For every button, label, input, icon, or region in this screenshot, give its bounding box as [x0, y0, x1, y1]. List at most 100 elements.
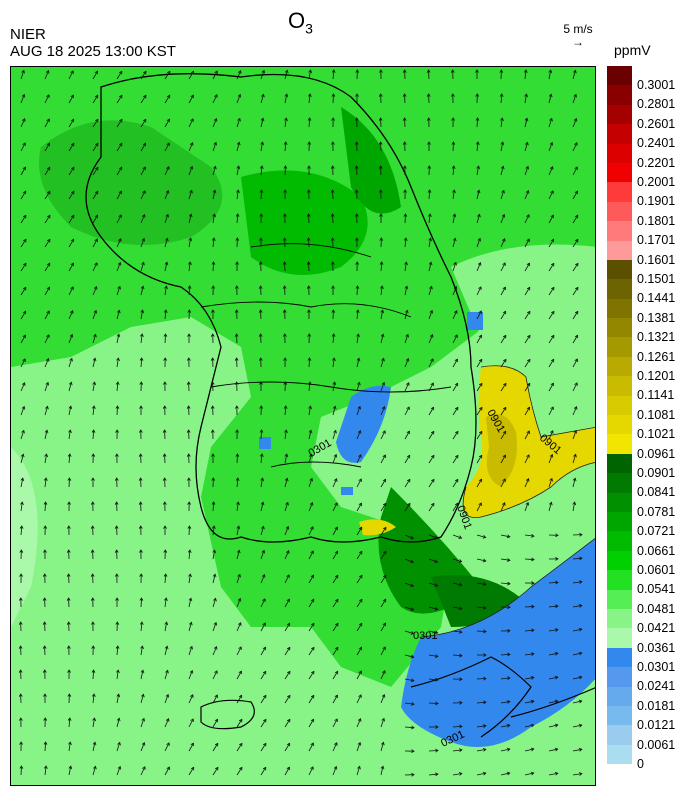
- wind-arrow-head: [115, 453, 119, 457]
- wind-arrow-head: [331, 309, 336, 313]
- wind-arrow: [68, 143, 75, 152]
- wind-arrow: [92, 71, 98, 80]
- wind-arrow-head: [306, 285, 311, 289]
- wind-arrow-head: [92, 357, 97, 362]
- wind-arrow-head: [573, 429, 578, 434]
- wind-arrow: [188, 646, 193, 656]
- wind-arrow: [476, 286, 482, 296]
- wind-arrow: [116, 382, 119, 392]
- wind-arrow-head: [20, 453, 25, 458]
- wind-arrow: [20, 454, 24, 464]
- wind-arrow: [284, 671, 291, 680]
- wind-arrow-head: [358, 526, 363, 531]
- wind-arrow-head: [210, 357, 215, 361]
- wind-arrow: [380, 718, 385, 728]
- wind-arrow-head: [435, 725, 439, 729]
- wind-arrow-head: [527, 334, 531, 339]
- wind-arrow-head: [91, 405, 96, 409]
- wind-arrow-head: [45, 70, 50, 74]
- wind-arrow: [548, 70, 552, 80]
- wind-arrow: [188, 622, 192, 632]
- wind-arrow: [548, 94, 552, 104]
- wind-arrow-head: [549, 141, 554, 146]
- wind-arrow-head: [142, 142, 147, 147]
- colorbar-label: 0.3001: [637, 78, 676, 92]
- wind-arrow-head: [138, 453, 143, 457]
- wind-arrow: [212, 719, 218, 728]
- ozone-map[interactable]: 0901 0301 0901 0901 0301 0301: [10, 66, 596, 786]
- wind-arrow-head: [142, 190, 146, 194]
- wind-arrow: [284, 623, 290, 632]
- wind-arrow: [428, 358, 434, 368]
- wind-arrow-head: [18, 645, 23, 649]
- wind-arrow-head: [259, 189, 264, 193]
- wind-arrow: [44, 94, 50, 104]
- colorbar-swatch: [607, 124, 632, 144]
- wind-arrow-head: [139, 381, 144, 385]
- wind-arrow: [452, 407, 459, 416]
- wind-arrow-head: [502, 334, 507, 339]
- wind-arrow: [284, 454, 288, 464]
- wind-arrow-head: [311, 646, 315, 651]
- wind-arrow: [524, 166, 529, 176]
- wind-arrow: [524, 430, 530, 440]
- wind-arrow-head: [507, 628, 511, 633]
- wind-arrow-head: [118, 70, 123, 75]
- colorbar-label: 0.0901: [637, 466, 676, 480]
- wind-arrow: [308, 766, 314, 776]
- wind-arrow-head: [357, 718, 362, 722]
- wind-arrow-head: [501, 213, 506, 218]
- wind-arrow-head: [94, 94, 99, 99]
- wind-arrow: [164, 214, 169, 224]
- wind-arrow: [284, 695, 291, 704]
- wind-arrow-head: [70, 118, 75, 123]
- wind-arrow: [140, 95, 147, 104]
- wind-arrow-head: [482, 582, 487, 587]
- wind-arrow: [308, 382, 311, 392]
- wind-arrow: [524, 700, 534, 704]
- wind-arrow: [140, 166, 146, 176]
- wind-arrow: [476, 383, 483, 392]
- wind-arrow-head: [140, 309, 145, 314]
- colorbar-swatch: [607, 162, 632, 183]
- wind-arrow-head: [186, 429, 191, 433]
- wind-arrow-head: [331, 285, 335, 289]
- wind-arrow-head: [263, 718, 267, 723]
- wind-arrow: [188, 238, 192, 248]
- wind-arrow-head: [164, 597, 168, 601]
- wind-arrow-head: [310, 550, 314, 555]
- wind-arrow: [164, 742, 170, 752]
- wind-arrow-head: [21, 93, 26, 98]
- wind-arrow-head: [22, 310, 27, 315]
- wind-arrow-head: [451, 165, 456, 169]
- wind-arrow-head: [260, 501, 265, 506]
- wind-arrow: [260, 550, 265, 560]
- wind-arrow-head: [114, 573, 119, 577]
- wind-arrow-head: [523, 69, 528, 73]
- colorbar-swatch: [607, 85, 632, 105]
- wind-arrow-head: [334, 646, 339, 651]
- wind-arrow: [68, 94, 74, 104]
- wind-arrow-head: [214, 694, 218, 699]
- wind-arrow-head: [187, 525, 192, 529]
- wind-arrow-head: [166, 70, 171, 75]
- wind-arrow-head: [406, 406, 410, 411]
- wind-arrow: [572, 190, 578, 200]
- wind-arrow: [284, 766, 290, 776]
- wind-arrow-head: [22, 334, 26, 339]
- wind-arrow: [452, 431, 459, 440]
- wind-arrow: [212, 743, 219, 752]
- colorbar-swatch: [607, 143, 632, 163]
- wind-arrow-head: [334, 718, 338, 723]
- wind-arrow-head: [358, 454, 362, 458]
- wind-arrow: [332, 478, 338, 488]
- wind-arrow: [332, 502, 338, 512]
- wind-arrow-head: [308, 69, 313, 74]
- wind-arrow: [380, 334, 384, 344]
- colorbar-label: 0.2401: [637, 136, 676, 151]
- wind-arrow: [380, 670, 386, 680]
- wind-arrow: [572, 502, 576, 512]
- wind-arrow-head: [162, 429, 167, 433]
- wind-arrow: [572, 382, 578, 392]
- wind-arrow-head: [214, 718, 218, 723]
